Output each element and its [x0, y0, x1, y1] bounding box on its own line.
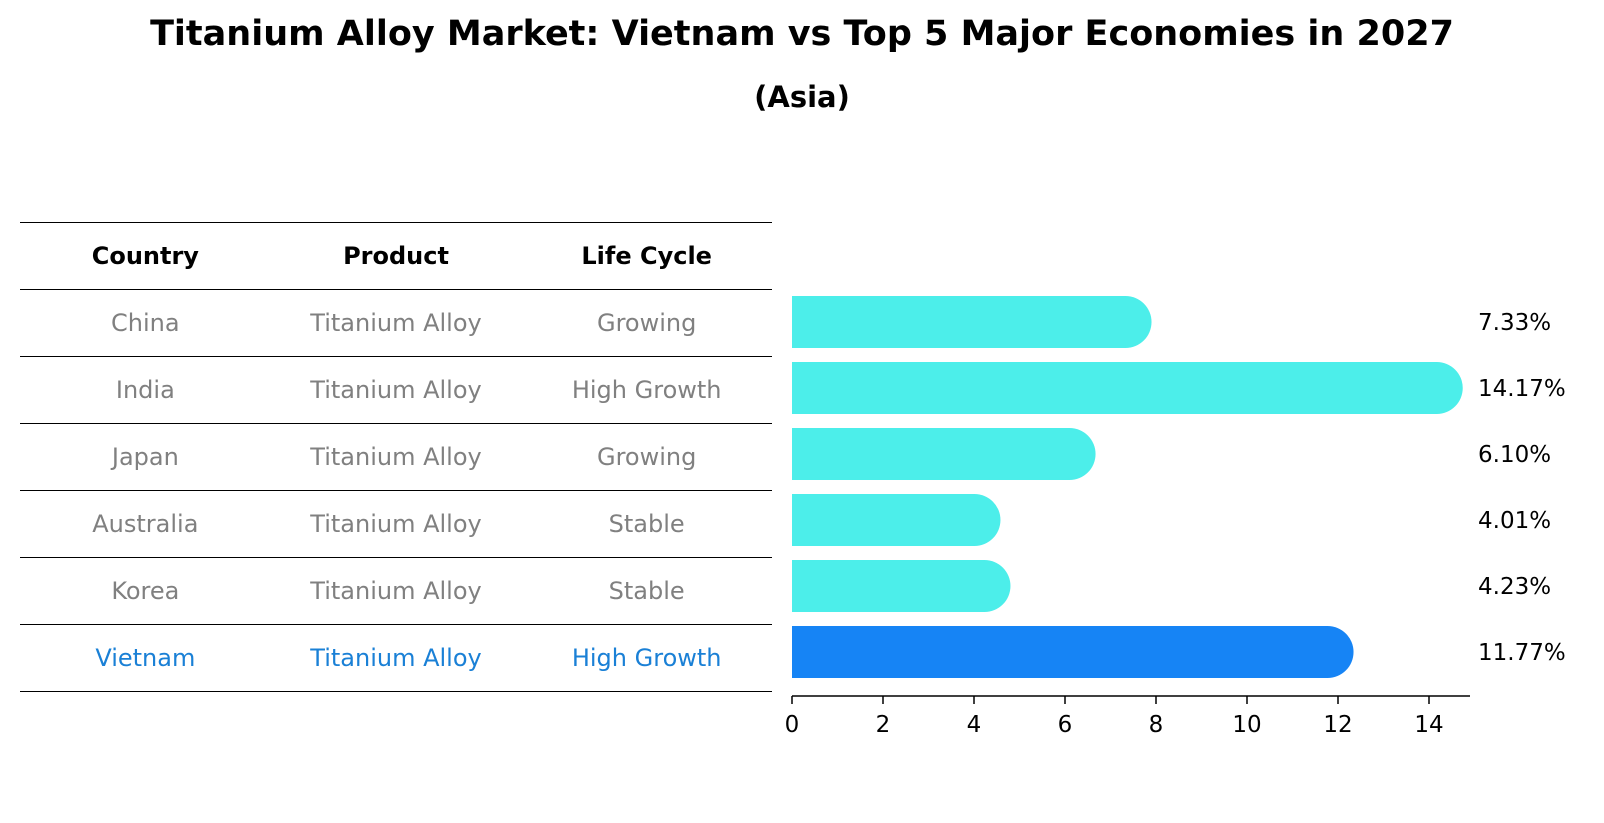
x-tick-label: 12: [1323, 712, 1352, 738]
x-tick-label: 8: [1149, 712, 1164, 738]
value-label: 11.77%: [1478, 640, 1566, 666]
cell-product: Titanium Alloy: [310, 644, 482, 672]
cell-product: Titanium Alloy: [310, 443, 482, 471]
header-product: Product: [343, 242, 449, 270]
chart-title: Titanium Alloy Market: Vietnam vs Top 5 …: [150, 14, 1454, 54]
value-label: 4.23%: [1478, 574, 1551, 600]
table-row: Australia Titanium Alloy Stable: [20, 490, 772, 557]
x-tick-label: 14: [1414, 712, 1443, 738]
cell-country: Vietnam: [95, 644, 196, 672]
cell-life-cycle: Stable: [608, 510, 685, 538]
value-label: 7.33%: [1478, 310, 1551, 336]
cell-country: China: [111, 309, 180, 337]
x-tick-label: 2: [876, 712, 891, 738]
header-country: Country: [91, 242, 199, 270]
bar-japan: [792, 428, 1096, 480]
cell-life-cycle: Stable: [608, 577, 685, 605]
cell-country: Korea: [111, 577, 180, 605]
cell-life-cycle: Growing: [596, 443, 697, 471]
chart-subtitle: (Asia): [754, 80, 850, 114]
cell-life-cycle: High Growth: [571, 644, 722, 672]
bar-china: [792, 296, 1152, 348]
cell-product: Titanium Alloy: [310, 510, 482, 538]
cell-product: Titanium Alloy: [310, 376, 482, 404]
table-row: Japan Titanium Alloy Growing: [20, 423, 772, 490]
cell-country: Japan: [111, 443, 179, 471]
x-tick-label: 4: [967, 712, 982, 738]
table-row: India Titanium Alloy High Growth: [20, 356, 772, 423]
table-row: China Titanium Alloy Growing: [20, 289, 772, 356]
market-table: Country Product Life Cycle China Titaniu…: [20, 222, 772, 692]
cell-life-cycle: High Growth: [571, 376, 722, 404]
cell-product: Titanium Alloy: [310, 309, 482, 337]
value-label: 14.17%: [1478, 376, 1566, 402]
cell-product: Titanium Alloy: [310, 577, 482, 605]
table-header-row: Country Product Life Cycle: [20, 222, 772, 289]
table-row-highlight: Vietnam Titanium Alloy High Growth: [20, 624, 772, 692]
bar-australia: [792, 494, 1001, 546]
bar-vietnam: [792, 626, 1354, 678]
x-tick-label: 0: [785, 712, 800, 738]
cell-life-cycle: Growing: [596, 309, 697, 337]
cell-country: India: [115, 376, 175, 404]
header-life-cycle: Life Cycle: [581, 242, 712, 270]
x-tick-label: 10: [1232, 712, 1261, 738]
value-label: 6.10%: [1478, 442, 1551, 468]
cell-country: Australia: [92, 510, 199, 538]
table-row: Korea Titanium Alloy Stable: [20, 557, 772, 624]
bar-korea: [792, 560, 1011, 612]
x-tick-label: 6: [1058, 712, 1073, 738]
value-label: 4.01%: [1478, 508, 1551, 534]
bar-india: [792, 362, 1463, 414]
